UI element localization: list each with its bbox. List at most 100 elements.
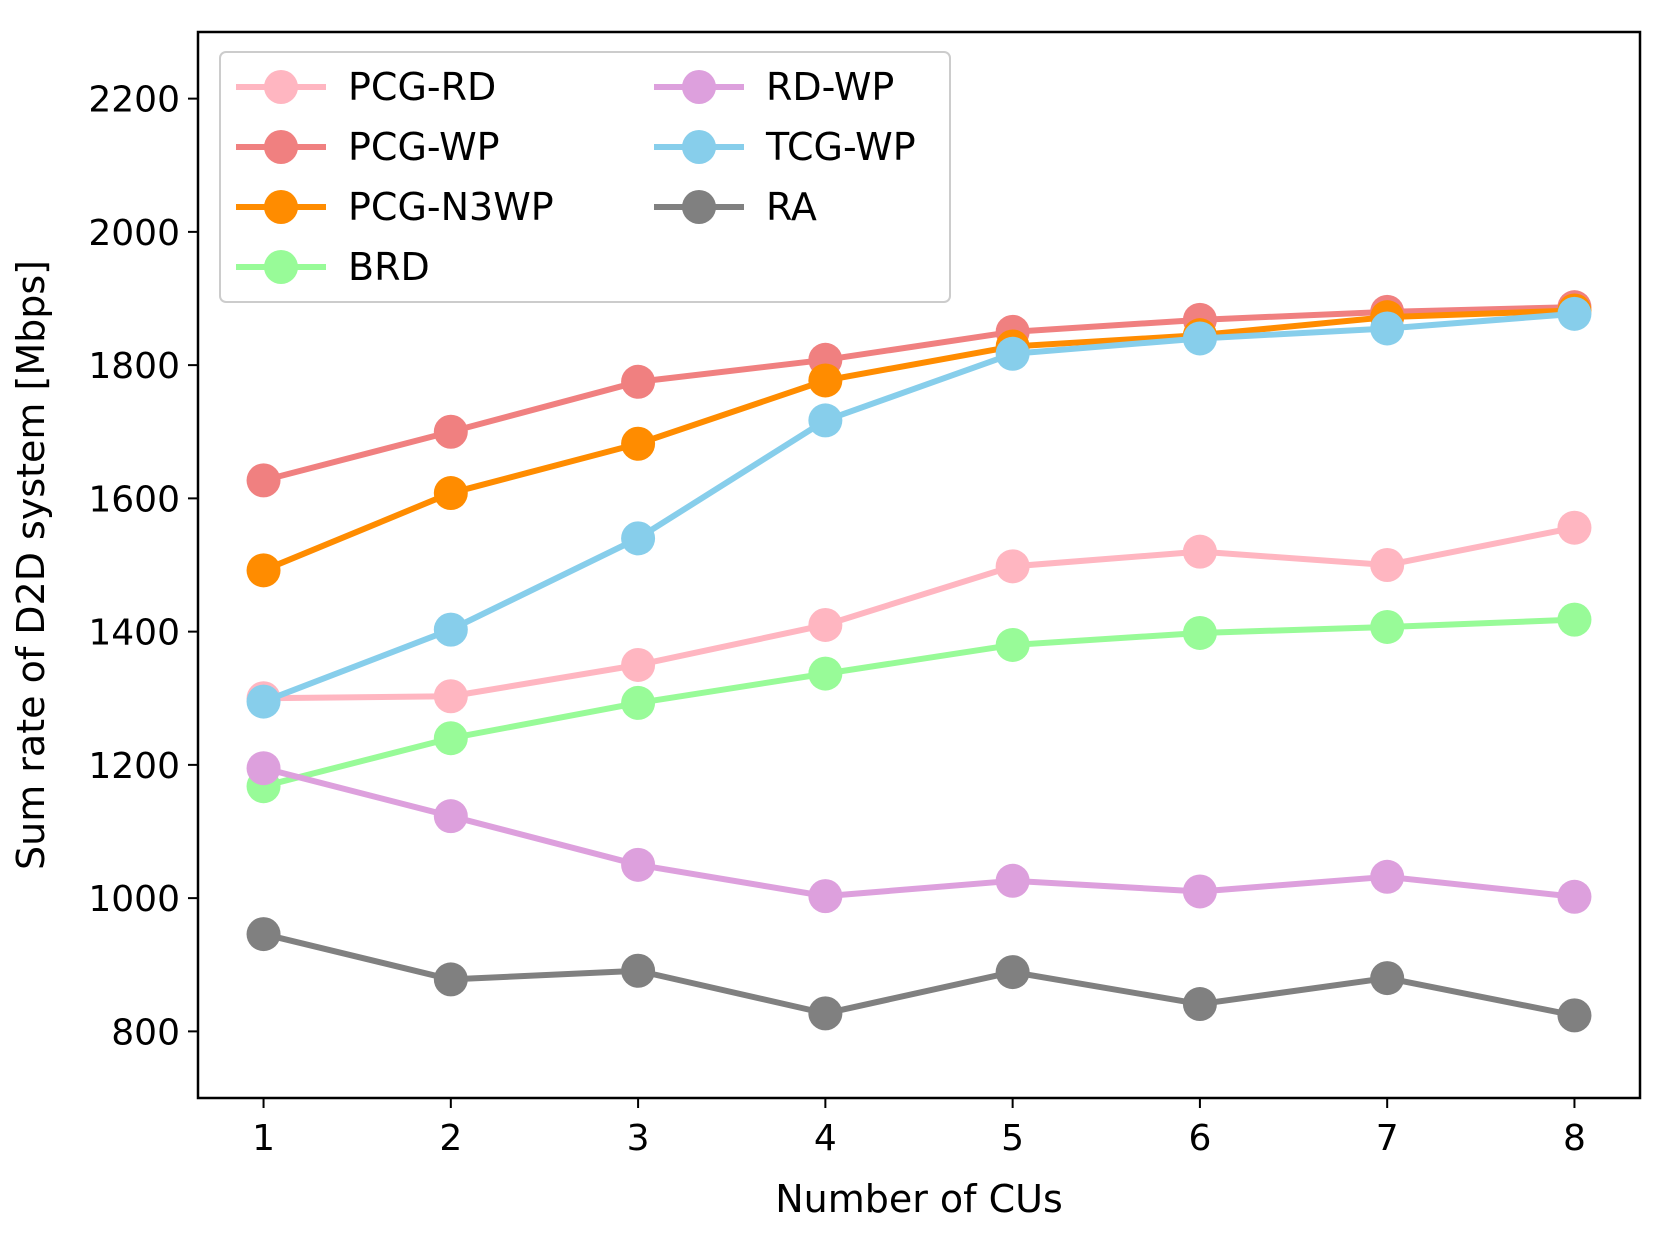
data-point-ra <box>995 955 1030 990</box>
legend-label: PCG-N3WP <box>348 185 554 229</box>
series-ra <box>246 917 1592 1033</box>
data-point-pcg-rd <box>1370 548 1405 582</box>
data-point-ra <box>1557 998 1592 1033</box>
series-line-tcg-wp <box>262 310 1575 705</box>
data-point-tcg-wp <box>1557 296 1592 331</box>
data-point-brd <box>621 685 656 720</box>
data-point-pcg-n3wp <box>621 426 656 461</box>
legend-label: RD-WP <box>766 65 894 109</box>
data-point-rd-wp <box>621 847 656 882</box>
legend-item-rd-wp: RD-WP <box>654 65 894 109</box>
x-tick-label: 4 <box>814 1118 837 1159</box>
x-tick-label: 1 <box>252 1118 275 1159</box>
data-point-ra <box>1182 987 1217 1022</box>
data-point-pcg-rd <box>808 607 843 642</box>
y-tick-label: 1400 <box>88 613 180 654</box>
legend-label: PCG-RD <box>348 65 496 109</box>
series-line-pcg-n3wp <box>262 307 1575 574</box>
x-axis: 1 2 3 4 5 6 7 8 <box>252 1098 1586 1159</box>
data-point-ra <box>621 953 656 988</box>
series-line-rd-wp <box>262 765 1575 900</box>
data-point-brd <box>1370 609 1405 644</box>
data-point-ra <box>246 917 281 952</box>
data-point-tcg-wp <box>433 612 468 647</box>
data-point-tcg-wp <box>808 403 843 438</box>
y-tick-label: 1800 <box>88 346 180 387</box>
series-rd-wp <box>246 751 1592 914</box>
data-point-brd <box>808 656 843 691</box>
plot-area <box>246 290 1592 1033</box>
data-point-rd-wp <box>995 863 1030 898</box>
data-point-pcg-n3wp <box>246 553 281 588</box>
y-tick-label: 1000 <box>88 879 180 920</box>
data-point-tcg-wp <box>995 336 1030 371</box>
data-point-pcg-rd <box>433 679 468 714</box>
legend-swatch-marker <box>264 130 298 164</box>
legend-item-pcg-rd: PCG-RD <box>236 65 496 109</box>
data-point-brd <box>1182 615 1217 650</box>
data-point-rd-wp <box>433 799 468 834</box>
x-tick-label: 5 <box>1001 1118 1024 1159</box>
legend-label: PCG-WP <box>348 125 500 169</box>
legend-label: TCG-WP <box>765 125 916 169</box>
x-axis-label: Number of CUs <box>775 1177 1063 1221</box>
x-tick-label: 6 <box>1188 1118 1211 1159</box>
legend-label: RA <box>766 185 817 229</box>
x-tick-label: 8 <box>1563 1118 1586 1159</box>
data-point-brd <box>433 721 468 756</box>
legend-swatch-marker <box>264 70 298 104</box>
y-tick-label: 1200 <box>88 746 180 787</box>
legend-item-ra: RA <box>654 185 817 229</box>
data-point-pcg-rd <box>1557 510 1592 545</box>
legend-label: BRD <box>348 245 430 289</box>
y-tick-label: 800 <box>111 1012 180 1053</box>
legend-swatch-marker <box>264 190 298 224</box>
x-tick-label: 2 <box>439 1118 462 1159</box>
data-point-pcg-wp <box>246 463 281 498</box>
series-line-brd <box>262 616 1575 790</box>
data-point-tcg-wp <box>1370 311 1405 346</box>
data-point-rd-wp <box>1182 874 1217 909</box>
axes-frame <box>196 30 1642 1100</box>
series-tcg-wp <box>246 296 1592 719</box>
data-point-pcg-n3wp <box>808 363 843 398</box>
data-point-pcg-wp <box>433 414 468 449</box>
y-tick-label: 1600 <box>88 479 180 520</box>
data-point-pcg-wp <box>621 364 656 399</box>
y-tick-label: 2000 <box>88 213 180 254</box>
data-point-pcg-rd <box>621 647 656 682</box>
legend-swatch-marker <box>264 250 298 284</box>
legend-item-pcg-n3wp: PCG-N3WP <box>236 185 554 229</box>
data-point-rd-wp <box>1557 879 1592 914</box>
legend-swatch-marker <box>682 130 716 164</box>
data-point-pcg-rd <box>1182 534 1217 569</box>
data-point-brd <box>1557 602 1592 637</box>
data-point-tcg-wp <box>246 684 281 719</box>
data-point-tcg-wp <box>621 521 656 556</box>
data-point-pcg-n3wp <box>433 476 468 511</box>
data-point-rd-wp <box>246 751 281 786</box>
data-point-brd <box>995 627 1030 662</box>
y-tick-label: 2200 <box>88 80 180 121</box>
legend-swatch-marker <box>682 70 716 104</box>
legend: PCG-RD PCG-WP PCG-N3WP BRD RD-WP TCG-WP RA <box>219 51 951 303</box>
data-point-tcg-wp <box>1182 321 1217 356</box>
x-tick-label: 3 <box>627 1118 650 1159</box>
series-line-ra <box>262 931 1576 1019</box>
y-axis: 800 1000 1200 1400 1600 1800 2000 2200 <box>88 80 198 1053</box>
data-point-rd-wp <box>808 879 843 914</box>
legend-box <box>219 51 951 303</box>
legend-item-tcg-wp: TCG-WP <box>654 125 916 169</box>
y-axis-label: Sum rate of D2D system [Mbps] <box>9 260 53 870</box>
series-line-pcg-wp <box>262 304 1575 484</box>
data-point-ra <box>433 962 468 997</box>
legend-swatch-marker <box>682 190 716 224</box>
legend-item-pcg-wp: PCG-WP <box>236 125 500 169</box>
data-point-ra <box>1370 961 1405 996</box>
data-point-pcg-rd <box>995 549 1030 584</box>
x-tick-label: 7 <box>1376 1118 1399 1159</box>
data-point-ra <box>808 996 843 1031</box>
legend-item-brd: BRD <box>236 245 430 289</box>
data-point-rd-wp <box>1370 859 1405 894</box>
